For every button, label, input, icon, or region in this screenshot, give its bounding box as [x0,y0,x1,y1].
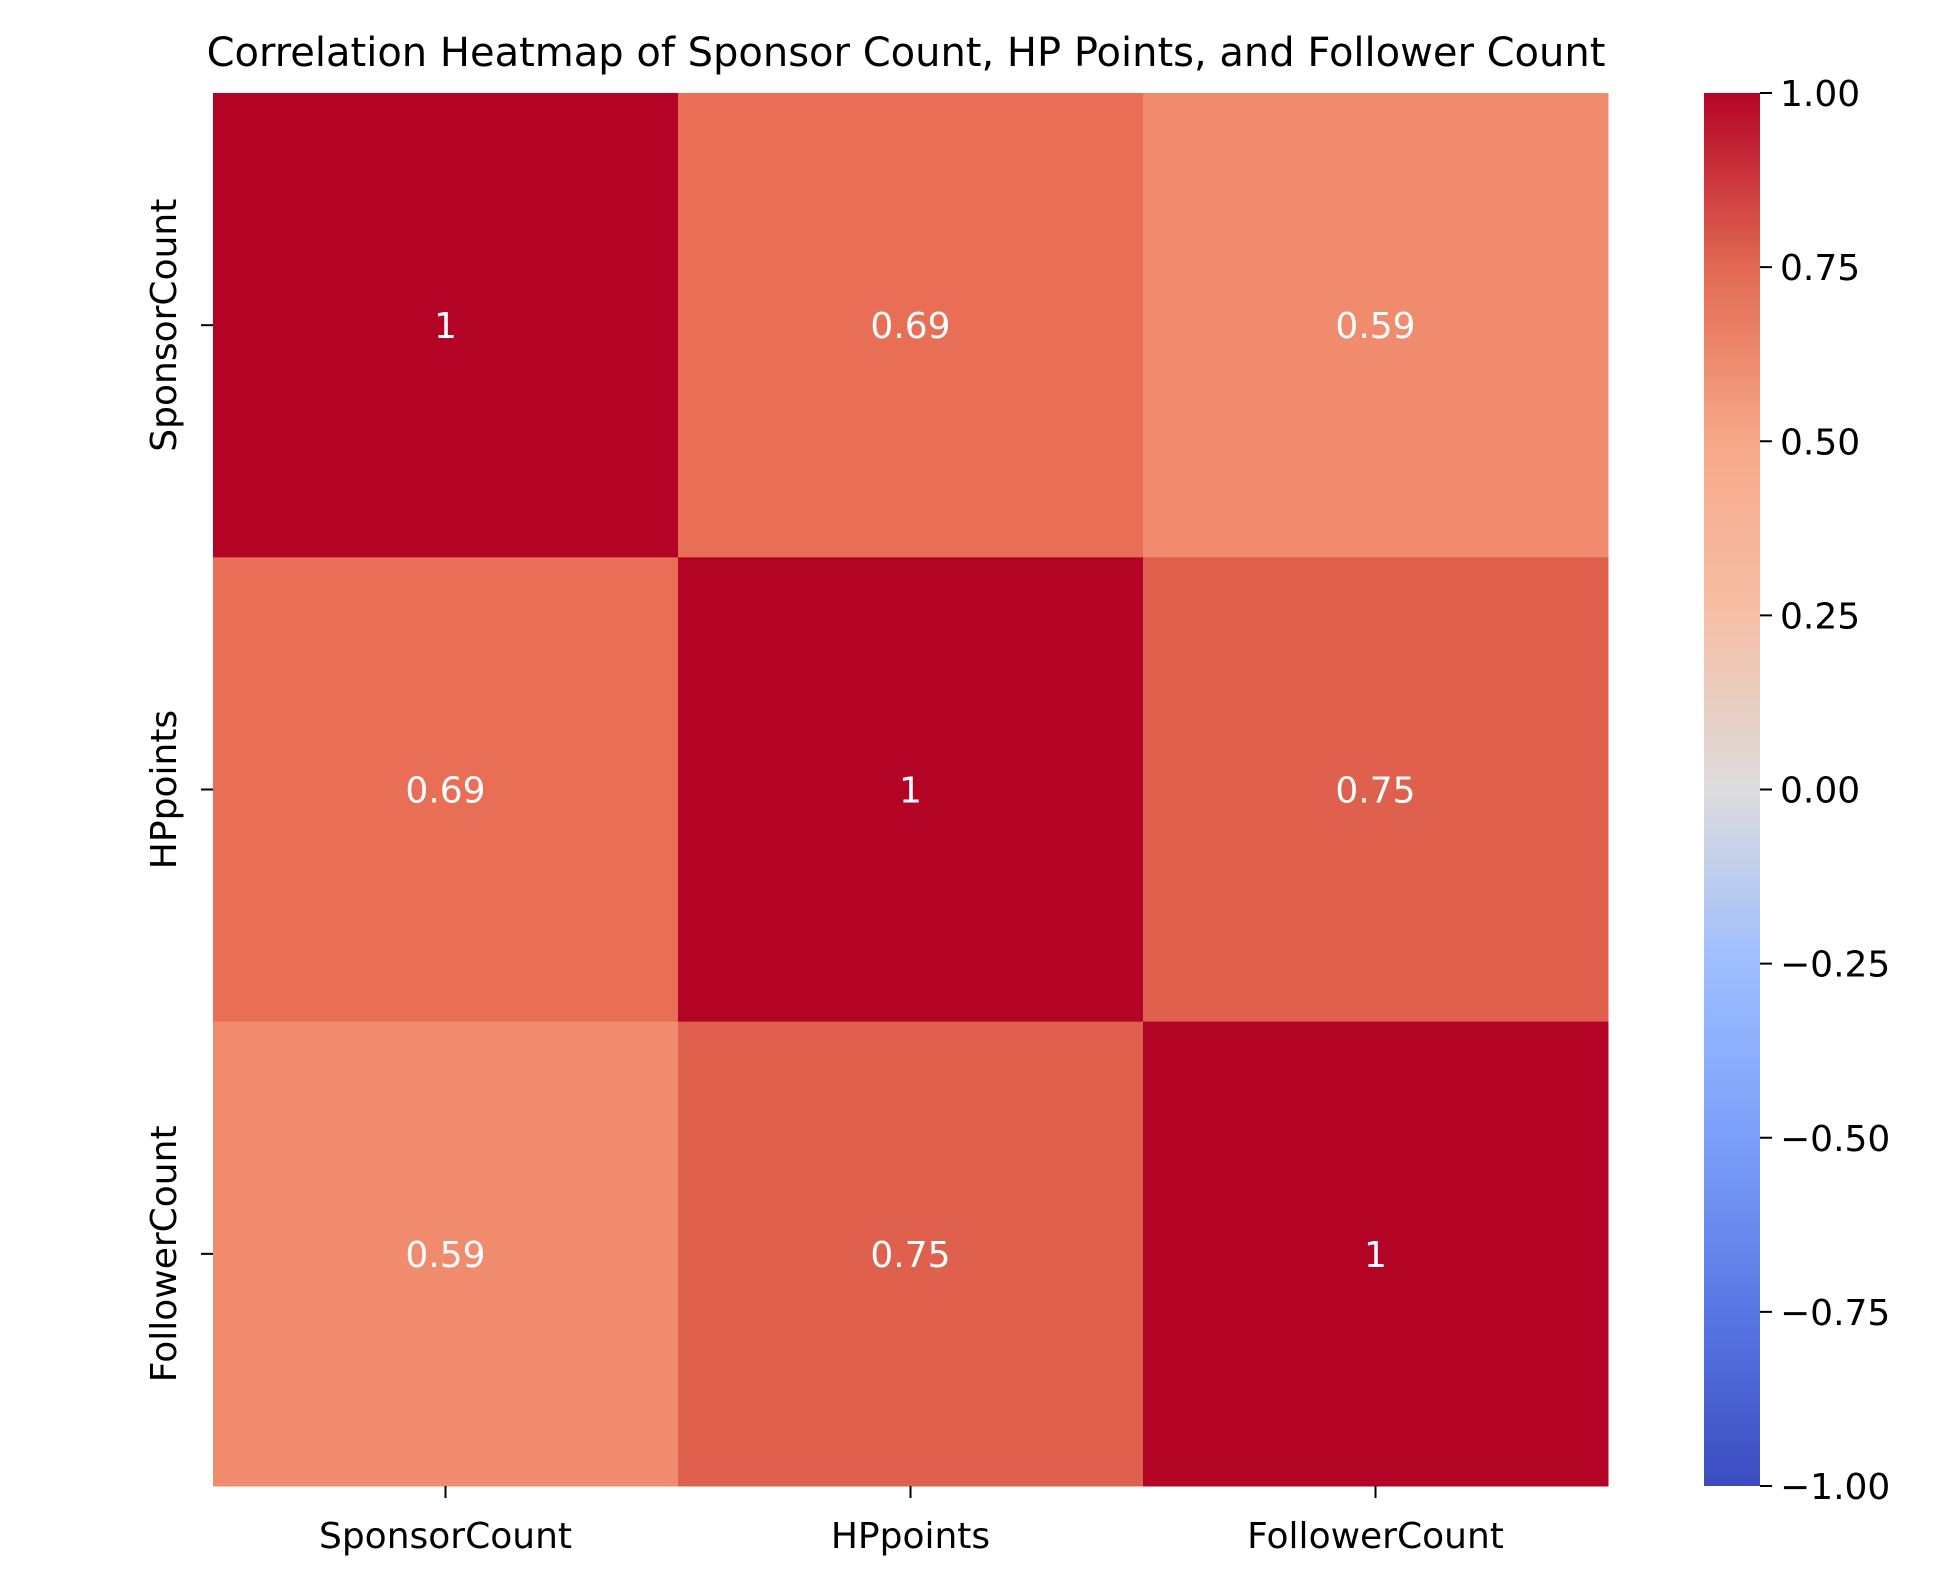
heatmap-cells [213,93,1609,1487]
y-tick-label: FollowerCount [144,1125,185,1382]
colorbar: 1.00 0.75 0.50 0.25 0.00 −0.25 −0.50 −0.75 −1.00 [1704,74,1890,1508]
colorbar-tick-label: 1.00 [1780,74,1860,115]
x-tick-label: HPpoints [831,1516,990,1557]
colorbar-tick-label: 0.50 [1780,422,1860,463]
cell-value-label: 1 [434,306,457,347]
heatmap-cell [213,93,679,558]
heatmap-cell [1143,93,1609,558]
heatmap-cell [213,1021,679,1487]
heatmap-cell [1143,557,1609,1023]
cell-value-label: 0.75 [1335,771,1415,812]
cell-value-label: 0.75 [870,1235,950,1276]
cell-value-label: 0.69 [405,771,485,812]
colorbar-tick-label: 0.25 [1780,596,1860,637]
cell-value-label: 0.59 [1335,306,1415,347]
cell-value-label: 1 [1364,1235,1387,1276]
colorbar-tick-label: 0.00 [1780,771,1860,812]
colorbar-gradient [1704,93,1760,1486]
colorbar-tick-label: −0.75 [1780,1293,1890,1334]
heatmap-cell [678,557,1144,1023]
heatmap-cell [678,1021,1144,1487]
x-axis: SponsorCount HPpoints FollowerCount [319,1486,1504,1557]
heatmap-cell [1143,1021,1609,1487]
colorbar-tick-label: −1.00 [1780,1467,1890,1508]
y-axis: SponsorCount HPpoints FollowerCount [144,199,213,1382]
colorbar-tick-label: −0.25 [1780,945,1890,986]
colorbar-tick-label: 0.75 [1780,248,1860,289]
cell-value-label: 0.59 [405,1235,485,1276]
cell-value-label: 1 [899,771,922,812]
y-tick-label: HPpoints [144,710,185,869]
chart-title: Correlation Heatmap of Sponsor Count, HP… [207,30,1606,76]
heatmap-cell [213,557,679,1023]
heatmap-cell [678,93,1144,558]
cell-value-label: 0.69 [870,306,950,347]
colorbar-tick-label: −0.50 [1780,1119,1890,1160]
x-tick-label: SponsorCount [319,1516,572,1557]
cell-annotations: 1 0.69 0.59 0.69 1 0.75 0.59 0.75 1 [405,306,1415,1276]
x-tick-label: FollowerCount [1247,1516,1504,1557]
y-tick-label: SponsorCount [144,199,185,452]
